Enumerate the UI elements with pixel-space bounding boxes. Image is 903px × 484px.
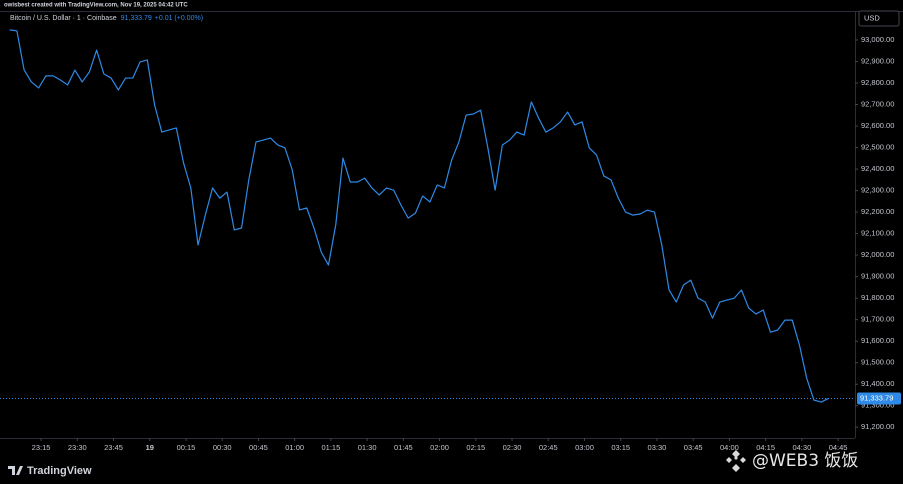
y-tick-label: 92,600.00	[861, 121, 894, 130]
y-tick-label: 91,500.00	[861, 358, 894, 367]
x-tick-label: 01:30	[358, 443, 377, 452]
x-tick-label: 02:00	[430, 443, 449, 452]
x-tick-label: 04:15	[756, 443, 775, 452]
y-tick-label: 91,900.00	[861, 272, 894, 281]
y-tick-label: 92,100.00	[861, 229, 894, 238]
brand-icon	[8, 466, 23, 475]
x-tick-label: 00:30	[213, 443, 232, 452]
brand-logo	[8, 466, 23, 475]
x-tick-label: 23:15	[32, 443, 51, 452]
price-line	[9, 29, 829, 403]
last-price-box	[857, 392, 901, 405]
symbol: Bitcoin / U.S. Dollar · 1 · Coinbase	[10, 15, 117, 22]
x-tick-label: 23:45	[104, 443, 123, 452]
watermark: @WEB3 饭饭	[752, 451, 858, 471]
y-tick-label: 92,400.00	[861, 164, 894, 173]
x-tick-label: 01:45	[394, 443, 413, 452]
x-tick-label: 03:45	[684, 443, 703, 452]
y-tick-label: 91,400.00	[861, 379, 894, 388]
x-tick-label: 03:15	[611, 443, 630, 452]
attribution: owisbest created with TradingView.com, N…	[4, 3, 188, 9]
x-tick-label: 01:15	[321, 443, 340, 452]
x-tick-label: 23:30	[68, 443, 87, 452]
x-tick-label: 02:15	[466, 443, 485, 452]
x-tick-label: 04:45	[829, 443, 848, 452]
x-tick-label: 02:30	[503, 443, 522, 452]
x-tick-label: 01:00	[285, 443, 304, 452]
y-tick-label: 93,000.00	[861, 35, 894, 44]
price-change: +0.01 (+0.00%)	[155, 15, 203, 22]
last-price: 91,333.79	[121, 15, 152, 22]
last-price-label: 91,333.79	[860, 393, 893, 402]
y-tick-label: 92,500.00	[861, 143, 894, 152]
x-tick-label: 00:45	[249, 443, 268, 452]
y-tick-label: 91,300.00	[861, 401, 894, 410]
watermark-logo	[726, 450, 746, 472]
x-tick-label: 00:15	[177, 443, 196, 452]
watermark-icon	[726, 450, 746, 472]
y-tick-label: 91,200.00	[861, 422, 894, 431]
brand: TradingView	[27, 465, 92, 477]
x-tick-label: 04:30	[792, 443, 811, 452]
y-tick-label: 92,900.00	[861, 56, 894, 65]
currency[interactable]: USD	[864, 13, 880, 22]
y-tick-label: 91,800.00	[861, 293, 894, 302]
y-tick-label: 92,700.00	[861, 99, 894, 108]
currency-box[interactable]	[858, 10, 900, 27]
y-tick-label: 92,000.00	[861, 250, 894, 259]
y-tick-label: 92,200.00	[861, 207, 894, 216]
y-tick-label: 91,600.00	[861, 336, 894, 345]
x-tick-label: 19	[146, 443, 154, 452]
x-tick-label: 03:30	[648, 443, 667, 452]
x-tick-label: 02:45	[539, 443, 558, 452]
y-tick-label: 92,800.00	[861, 78, 894, 87]
y-tick-label: 91,700.00	[861, 315, 894, 324]
y-tick-label: 92,300.00	[861, 186, 894, 195]
x-tick-label: 04:00	[720, 443, 739, 452]
x-tick-label: 03:00	[575, 443, 594, 452]
